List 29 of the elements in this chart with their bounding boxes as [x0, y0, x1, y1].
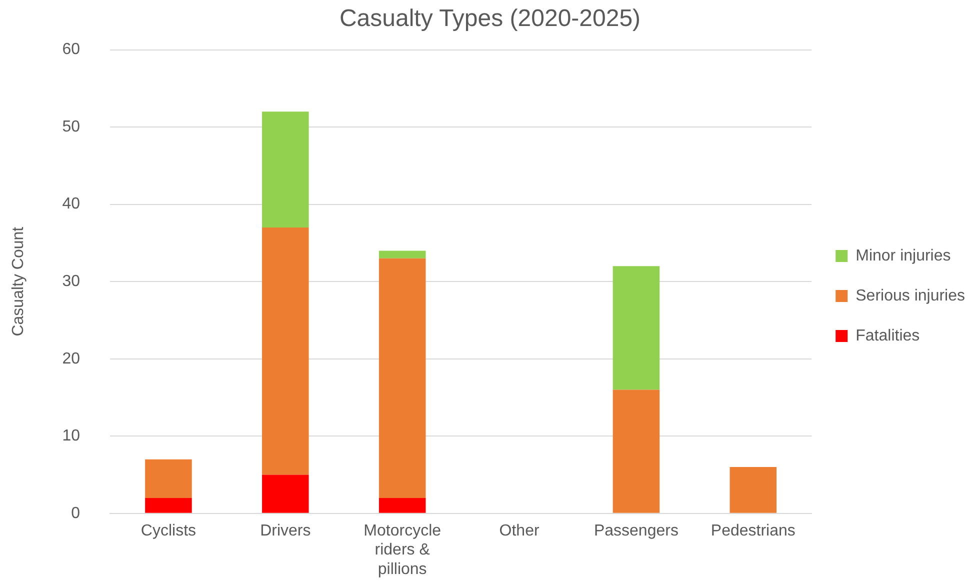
x-tick-label: Motorcycle riders & pillions: [364, 522, 442, 578]
bar: [378, 498, 426, 513]
bar: [378, 258, 426, 498]
y-tick-label: 20: [62, 350, 80, 368]
legend-label: Fatalities: [856, 327, 920, 344]
y-tick-label: 40: [62, 196, 80, 213]
bar: [145, 498, 192, 513]
bar: [262, 474, 309, 513]
x-tick-label: Drivers: [260, 522, 311, 540]
bar: [262, 228, 309, 475]
x-tick-label: Pedestrians: [710, 522, 796, 540]
bar: [612, 266, 660, 390]
bar: [378, 250, 426, 258]
bar: [262, 112, 309, 228]
legend-label: Serious injuries: [856, 287, 966, 304]
y-tick-label: 50: [62, 118, 80, 136]
y-tick-label: 0: [71, 504, 80, 522]
bar: [145, 459, 192, 498]
y-axis-title: Casualty Count: [10, 226, 28, 336]
y-tick-label: 60: [62, 41, 80, 58]
bar: [730, 467, 777, 513]
bar: [612, 390, 660, 513]
y-tick-label: 10: [62, 428, 80, 445]
x-tick-label: Passengers: [594, 522, 678, 540]
x-tick-label: Cyclists: [140, 522, 196, 540]
legend-label: Minor injuries: [856, 247, 951, 264]
y-tick-label: 30: [62, 273, 80, 290]
x-tick-label: Other: [499, 522, 540, 540]
chart-title: Casualty Types (2020-2025): [339, 5, 641, 32]
